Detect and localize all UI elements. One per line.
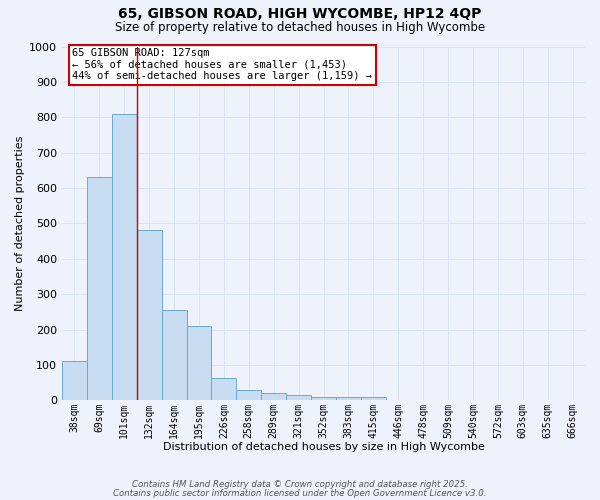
Bar <box>62 362 87 401</box>
Bar <box>161 310 187 400</box>
Text: 65 GIBSON ROAD: 127sqm
← 56% of detached houses are smaller (1,453)
44% of semi-: 65 GIBSON ROAD: 127sqm ← 56% of detached… <box>73 48 373 82</box>
Bar <box>361 397 386 400</box>
Bar <box>236 390 261 400</box>
Text: Contains HM Land Registry data © Crown copyright and database right 2025.: Contains HM Land Registry data © Crown c… <box>132 480 468 489</box>
Bar <box>311 397 336 400</box>
Bar <box>87 178 112 400</box>
Text: Contains public sector information licensed under the Open Government Licence v3: Contains public sector information licen… <box>113 490 487 498</box>
Bar <box>261 393 286 400</box>
Bar <box>211 378 236 400</box>
Y-axis label: Number of detached properties: Number of detached properties <box>15 136 25 311</box>
Text: Size of property relative to detached houses in High Wycombe: Size of property relative to detached ho… <box>115 21 485 34</box>
Bar <box>286 396 311 400</box>
X-axis label: Distribution of detached houses by size in High Wycombe: Distribution of detached houses by size … <box>163 442 484 452</box>
Text: 65, GIBSON ROAD, HIGH WYCOMBE, HP12 4QP: 65, GIBSON ROAD, HIGH WYCOMBE, HP12 4QP <box>118 8 482 22</box>
Bar <box>336 398 361 400</box>
Bar <box>112 114 137 401</box>
Bar <box>137 230 161 400</box>
Bar <box>187 326 211 400</box>
